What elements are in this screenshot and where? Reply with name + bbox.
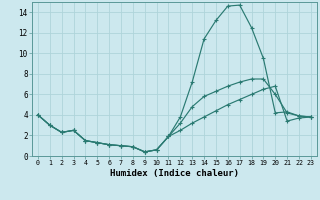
X-axis label: Humidex (Indice chaleur): Humidex (Indice chaleur): [110, 169, 239, 178]
